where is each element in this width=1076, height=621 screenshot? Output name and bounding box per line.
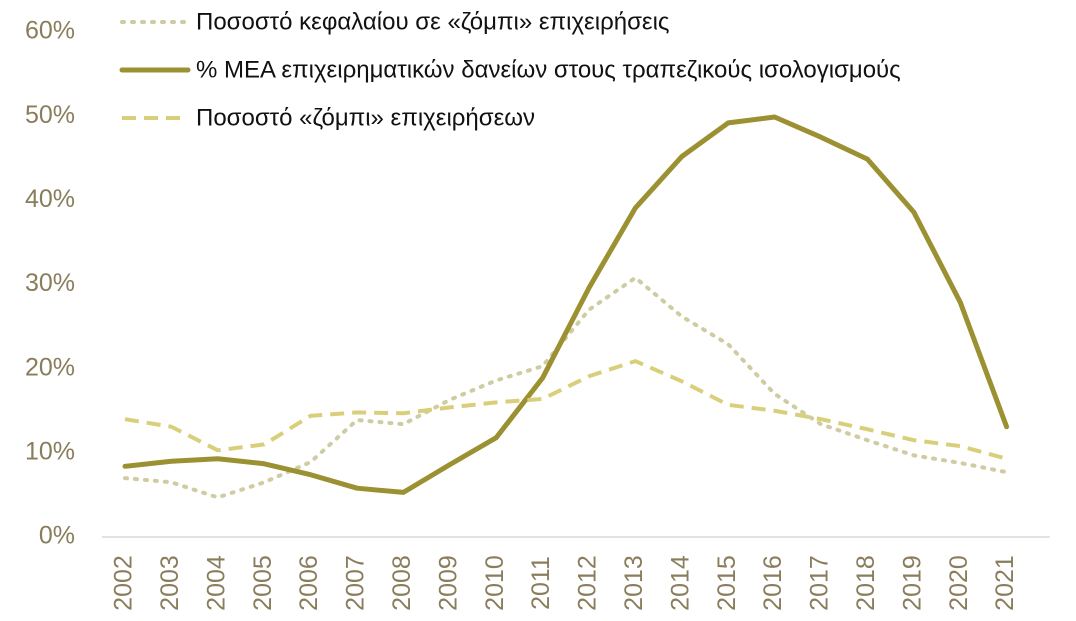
y-tick-label: 10% [25,437,75,465]
legend-label: Ποσοστό «ζόμπι» επιχειρήσεων [196,104,535,131]
x-tick-label: 2008 [388,555,416,611]
x-tick-label: 2019 [898,555,926,611]
x-tick-label: 2006 [295,555,323,611]
x-tick-label: 2016 [759,555,787,611]
legend-label: Ποσοστό κεφαλαίου σε «ζόμπι» επιχειρήσει… [196,8,669,35]
x-tick-label: 2015 [713,555,741,611]
x-tick-label: 2005 [249,555,277,611]
x-tick-label: 2002 [110,555,138,611]
x-tick-label: 2020 [945,555,973,611]
x-tick-label: 2011 [527,556,555,610]
x-tick-label: 2018 [852,555,880,611]
x-tick-label: 2010 [481,555,509,611]
x-tick-label: 2012 [574,555,602,611]
x-tick-label: 2009 [434,555,462,611]
x-tick-label: 2003 [156,555,184,611]
series-line [124,359,1008,461]
x-tick-label: 2007 [342,555,370,611]
y-tick-label: 30% [25,269,75,297]
x-tick-label: 2017 [806,555,834,611]
x-tick-label: 2021 [991,555,1019,611]
x-tick-label: 2014 [666,555,694,611]
y-tick-label: 40% [25,185,75,213]
x-tick-label: 2004 [202,555,230,611]
y-tick-label: 20% [25,353,75,381]
y-tick-label: 50% [25,101,75,129]
y-tick-label: 60% [25,17,75,45]
x-tick-label: 2013 [620,555,648,611]
series-line [122,114,1010,495]
y-tick-label: 0% [39,522,75,550]
legend-label: % ΜΕΑ επιχειρηματικών δανείων στους τραπ… [196,56,901,83]
